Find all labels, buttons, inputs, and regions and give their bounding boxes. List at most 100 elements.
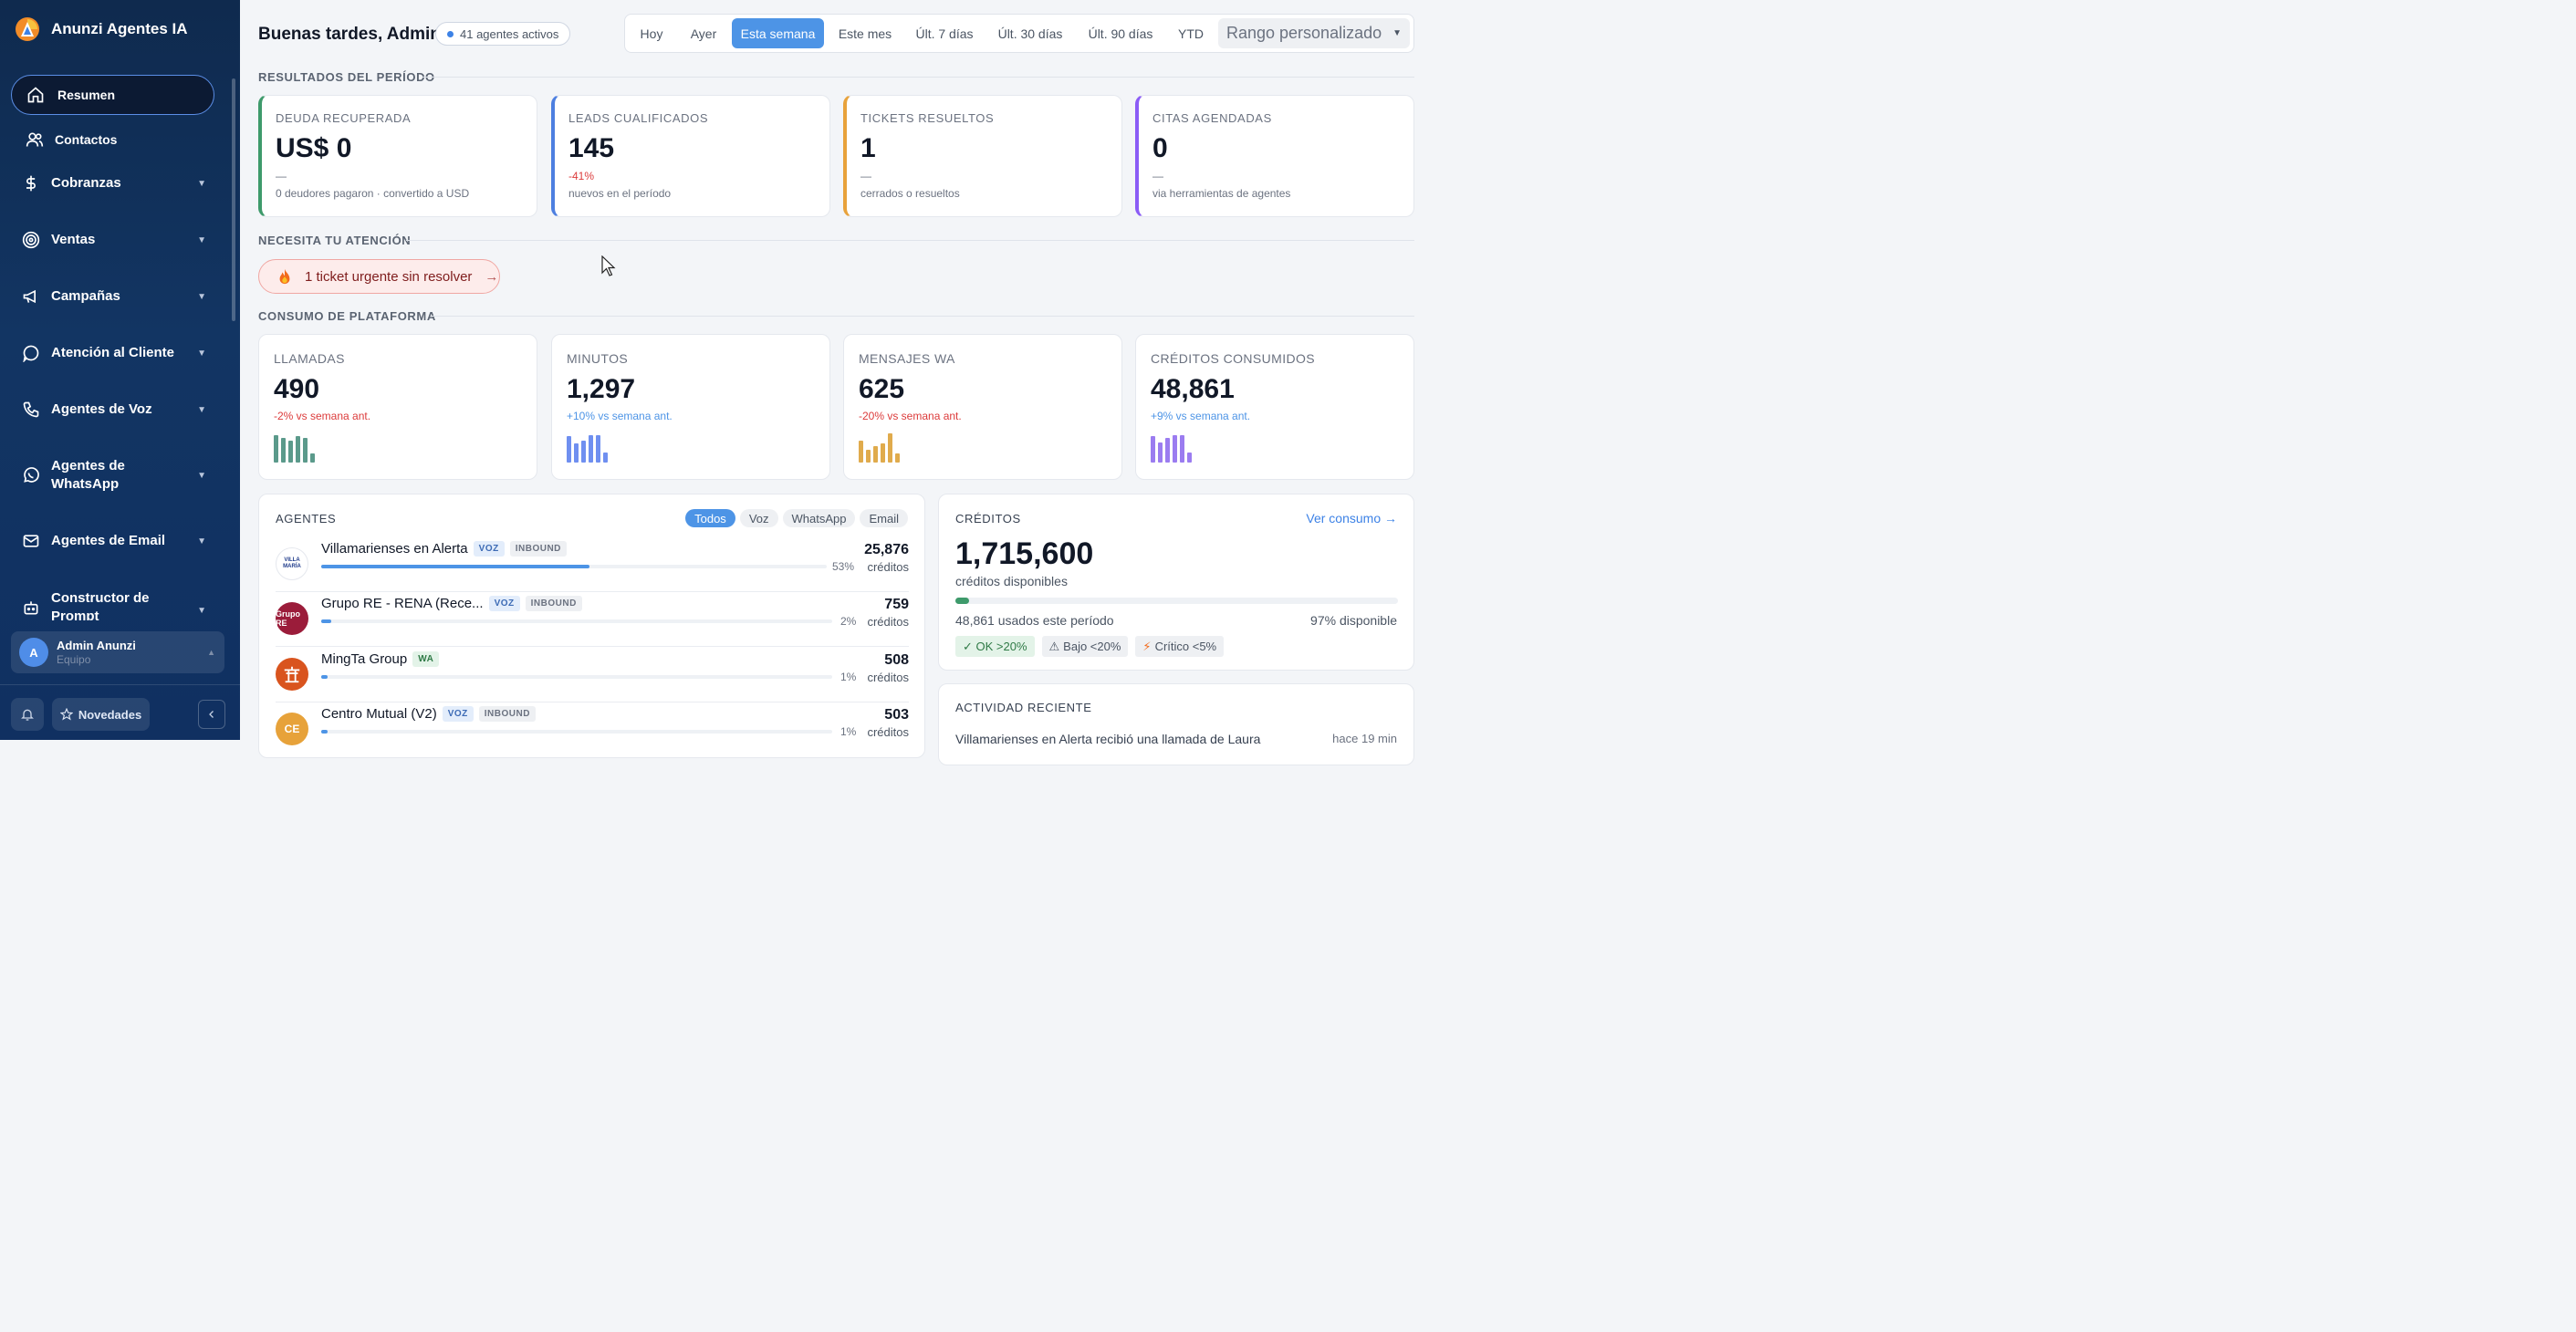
agent-name: Grupo RE - RENA (Rece... bbox=[321, 596, 484, 611]
spark-bar bbox=[873, 446, 878, 463]
usage-card-mensajes: MENSAJES WA 625 -20% vs semana ant. bbox=[843, 334, 1122, 480]
chevron-down-icon: ▼ bbox=[197, 348, 206, 359]
spark-bar bbox=[303, 438, 308, 463]
collapse-sidebar-button[interactable] bbox=[198, 700, 225, 729]
mail-icon bbox=[23, 535, 39, 547]
brand-logo-icon bbox=[16, 17, 39, 41]
sparkbars bbox=[1151, 433, 1192, 463]
user-menu[interactable]: A Admin Anunzi Equipo ▲ bbox=[11, 631, 224, 673]
sidebar-item-cobranzas[interactable]: Cobranzas ▼ bbox=[22, 174, 206, 193]
agent-credits: 503 bbox=[884, 707, 909, 723]
range-ult-90[interactable]: Últ. 90 días bbox=[1088, 26, 1153, 41]
sidebar-item-agentes-whatsapp[interactable]: Agentes de WhatsApp ▼ bbox=[22, 457, 206, 494]
filter-todos[interactable]: Todos bbox=[685, 509, 735, 527]
sidebar-item-contactos[interactable]: Contactos bbox=[26, 130, 208, 149]
spark-bar bbox=[274, 435, 278, 463]
spark-bar bbox=[596, 435, 600, 463]
status-dot bbox=[447, 30, 454, 37]
agent-logo-text: CE bbox=[284, 723, 300, 735]
spark-bar bbox=[574, 443, 579, 463]
home-icon bbox=[27, 87, 44, 103]
page-title: Buenas tardes, Admin bbox=[258, 25, 441, 44]
spark-bar bbox=[281, 438, 286, 463]
sidebar-item-ventas[interactable]: Ventas ▼ bbox=[22, 231, 206, 249]
kpi-sub: 0 deudores pagaron · convertido a USD bbox=[276, 187, 470, 200]
activity-time: hace 19 min bbox=[1332, 732, 1397, 745]
date-range-selector: Hoy Ayer Esta semana Este mes Últ. 7 día… bbox=[624, 14, 1414, 53]
agent-row[interactable]: Grupo RE Grupo RE - RENA (Rece... VOZ IN… bbox=[276, 596, 909, 657]
range-este-mes[interactable]: Este mes bbox=[838, 26, 892, 41]
kpi-card-tickets: TICKETS RESUELTOS 1 — cerrados o resuelt… bbox=[843, 95, 1122, 217]
agent-row[interactable]: CE Centro Mutual (V2) VOZ INBOUND 1% 503… bbox=[276, 706, 909, 767]
usage-delta: +9% vs semana ant. bbox=[1151, 410, 1251, 422]
chevron-down-icon: ▼ bbox=[197, 291, 206, 302]
usage-card-minutos: MINUTOS 1,297 +10% vs semana ant. bbox=[551, 334, 830, 480]
agent-logo: VILLA MARÍA bbox=[276, 547, 308, 580]
spark-bar bbox=[1187, 453, 1192, 463]
active-agents-label: 41 agentes activos bbox=[460, 26, 559, 41]
usage-title: LLAMADAS bbox=[274, 351, 345, 366]
bell-icon bbox=[21, 709, 34, 721]
credits-panel: CRÉDITOS Ver consumo → 1,715,600 crédito… bbox=[938, 494, 1414, 671]
brand[interactable]: Anunzi Agentes IA bbox=[15, 16, 188, 42]
agent-row[interactable]: MingTa Group WA 1% 508 créditos bbox=[276, 651, 909, 713]
range-esta-semana[interactable]: Esta semana bbox=[732, 18, 824, 48]
spark-bar bbox=[1151, 436, 1155, 463]
novedades-button[interactable]: Novedades bbox=[52, 698, 150, 731]
chevron-down-icon: ▼ bbox=[197, 404, 206, 415]
range-ult-30[interactable]: Últ. 30 días bbox=[997, 26, 1063, 41]
activity-item[interactable]: Villamarienses en Alerta recibió una lla… bbox=[955, 732, 1261, 746]
sidebar-item-campanas[interactable]: Campañas ▼ bbox=[22, 287, 206, 306]
kpi-delta: — bbox=[1152, 170, 1163, 182]
usage-fill bbox=[321, 730, 328, 734]
pagoda-icon bbox=[284, 666, 300, 683]
sidebar-item-label: Agentes de Email bbox=[51, 533, 166, 548]
agent-credits: 759 bbox=[884, 597, 909, 612]
usage-title: MINUTOS bbox=[567, 351, 629, 366]
sidebar-item-agentes-email[interactable]: Agentes de Email ▼ bbox=[22, 532, 206, 550]
tag-voz: VOZ bbox=[442, 706, 474, 722]
custom-range-dropdown[interactable]: Rango personalizado ▼ bbox=[1218, 18, 1410, 48]
credits-used: 48,861 usados este período bbox=[955, 613, 1114, 628]
agent-credits-unit: créditos bbox=[867, 671, 909, 684]
spark-bar bbox=[288, 441, 293, 463]
kpi-sub: nuevos en el período bbox=[568, 187, 672, 200]
agent-name: MingTa Group bbox=[321, 651, 408, 667]
spark-bar bbox=[1173, 435, 1177, 463]
chevron-down-icon: ▼ bbox=[1392, 28, 1403, 38]
kpi-card-citas: CITAS AGENDADAS 0 — via herramientas de … bbox=[1135, 95, 1414, 217]
sidebar-item-agentes-voz[interactable]: Agentes de Voz ▼ bbox=[22, 401, 206, 419]
agent-name-group: Grupo RE - RENA (Rece... VOZ INBOUND bbox=[321, 596, 582, 611]
range-ayer[interactable]: Ayer bbox=[690, 26, 717, 41]
usage-fill bbox=[321, 619, 332, 623]
chevron-down-icon: ▼ bbox=[197, 234, 206, 245]
range-ult-7[interactable]: Últ. 7 días bbox=[915, 26, 974, 41]
filter-whatsapp[interactable]: WhatsApp bbox=[782, 509, 856, 527]
usage-track bbox=[321, 619, 832, 623]
range-ytd[interactable]: YTD bbox=[1178, 26, 1204, 41]
sidebar-item-constructor-prompt[interactable]: Constructor de Prompt ▼ bbox=[22, 589, 206, 620]
spark-bar bbox=[859, 441, 863, 463]
usage-pct: 2% bbox=[840, 615, 857, 628]
agent-credits-unit: créditos bbox=[867, 560, 909, 574]
sidebar-item-atencion-cliente[interactable]: Atención al Cliente ▼ bbox=[22, 344, 206, 362]
credits-progress bbox=[955, 598, 1398, 604]
sidebar: Anunzi Agentes IA Resumen Contactos Cobr… bbox=[0, 0, 240, 740]
avatar: A bbox=[19, 638, 48, 667]
notifications-button[interactable] bbox=[11, 698, 44, 731]
filter-voz[interactable]: Voz bbox=[739, 509, 778, 527]
sidebar-scrollbar[interactable] bbox=[232, 78, 235, 321]
sidebar-item-label: Campañas bbox=[51, 288, 120, 304]
filter-email[interactable]: Email bbox=[860, 509, 908, 527]
sidebar-item-resumen[interactable]: Resumen bbox=[11, 75, 214, 115]
sidebar-item-label: Atención al Cliente bbox=[51, 345, 175, 360]
range-hoy[interactable]: Hoy bbox=[640, 26, 663, 41]
mouse-cursor-icon bbox=[601, 255, 616, 276]
sidebar-clip: Constructor de Prompt ▼ bbox=[0, 584, 228, 620]
agent-row[interactable]: VILLA MARÍA Villamarienses en Alerta VOZ… bbox=[276, 541, 909, 602]
ver-consumo-link[interactable]: Ver consumo → bbox=[1306, 511, 1397, 526]
kpi-title: TICKETS RESUELTOS bbox=[860, 111, 995, 125]
urgent-tickets-alert[interactable]: 1 ticket urgente sin resolver → bbox=[258, 259, 500, 294]
usage-value: 625 bbox=[859, 374, 905, 404]
spark-bar bbox=[866, 450, 871, 463]
